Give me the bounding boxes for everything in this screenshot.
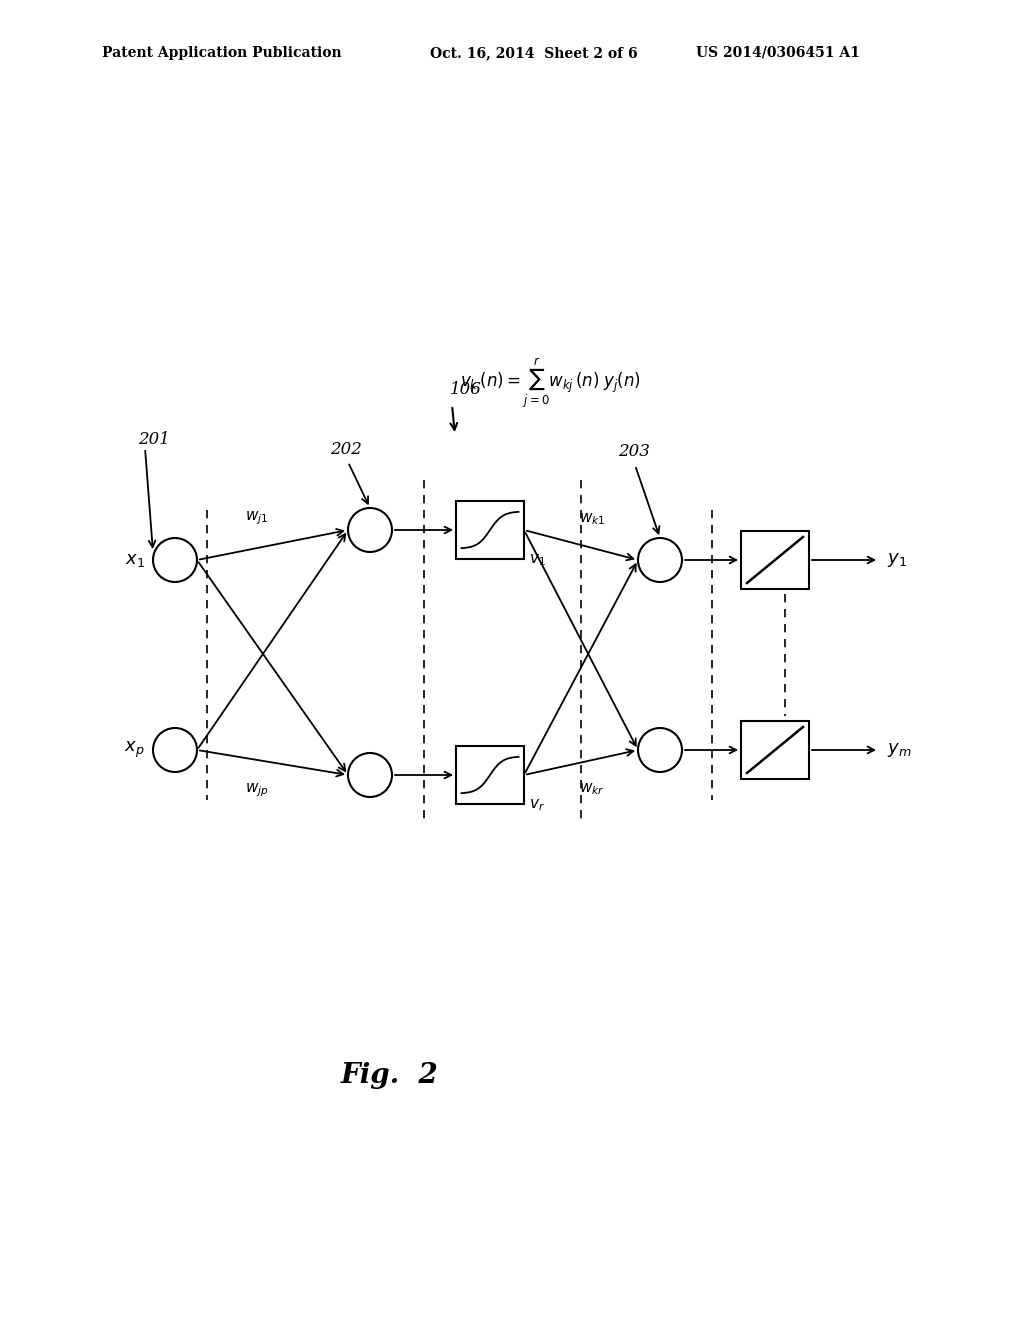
Text: $w_{kr}$: $w_{kr}$ (580, 781, 605, 797)
Text: $v_k\,(n) = \sum_{j=0}^{r} w_{kj}\,(n)\;y_j(n)$: $v_k\,(n) = \sum_{j=0}^{r} w_{kj}\,(n)\;… (460, 356, 641, 411)
Text: 201: 201 (138, 432, 170, 449)
Text: Patent Application Publication: Patent Application Publication (102, 46, 342, 59)
Bar (456, 746, 524, 804)
Text: $x_1$: $x_1$ (125, 550, 145, 569)
Text: Fig.  2: Fig. 2 (340, 1063, 438, 1089)
Bar (456, 502, 524, 558)
Bar (741, 721, 809, 779)
Text: $v_1$: $v_1$ (529, 552, 546, 568)
Text: US 2014/0306451 A1: US 2014/0306451 A1 (696, 46, 860, 59)
Text: 202: 202 (330, 441, 361, 458)
Text: 203: 203 (618, 444, 650, 461)
Text: $y_m$: $y_m$ (887, 741, 911, 759)
Text: $x_p$: $x_p$ (125, 741, 145, 760)
Text: Oct. 16, 2014  Sheet 2 of 6: Oct. 16, 2014 Sheet 2 of 6 (430, 46, 638, 59)
Text: $v_r$: $v_r$ (529, 797, 545, 813)
Text: $w_{j1}$: $w_{j1}$ (246, 510, 268, 527)
Text: $w_{k1}$: $w_{k1}$ (579, 511, 605, 527)
Text: 106: 106 (450, 381, 482, 399)
Text: $w_{jp}$: $w_{jp}$ (245, 781, 269, 799)
Bar (741, 531, 809, 589)
Text: $y_1$: $y_1$ (887, 550, 907, 569)
